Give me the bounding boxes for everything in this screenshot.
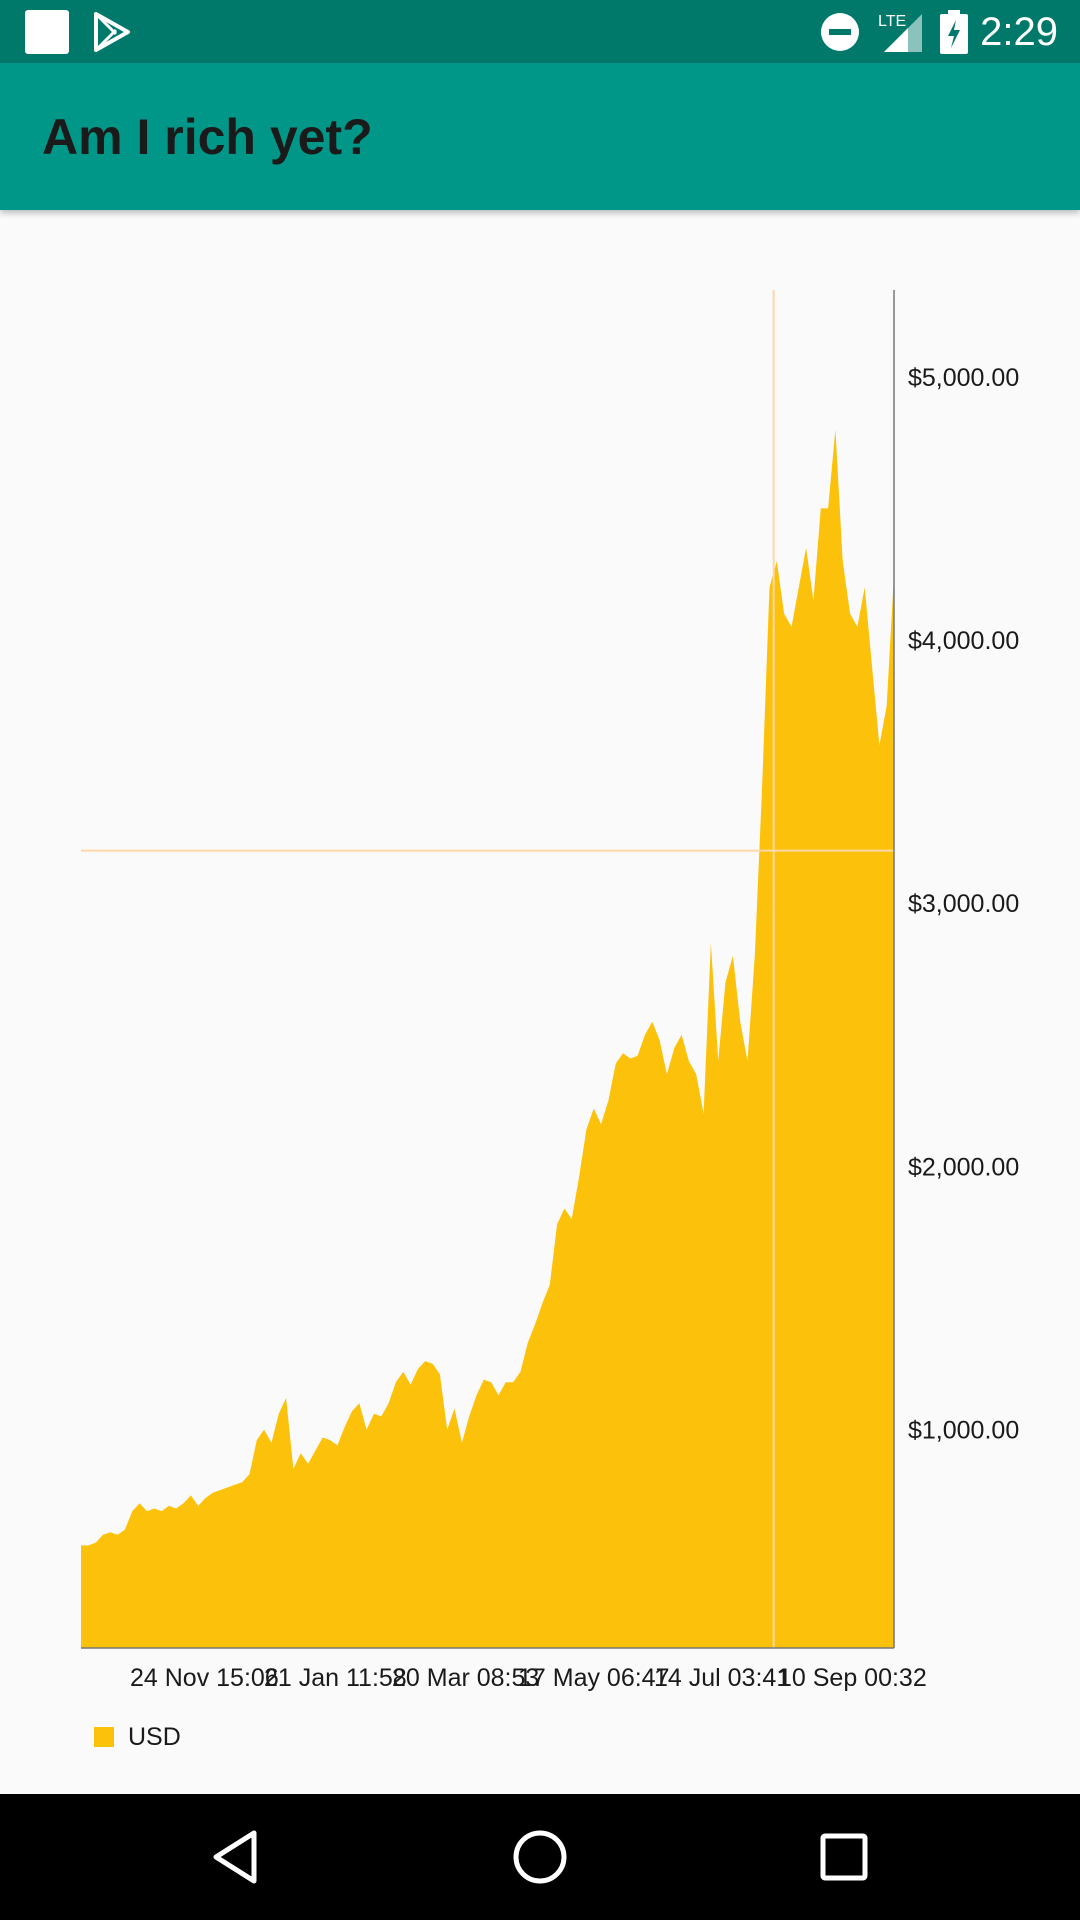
legend-swatch bbox=[94, 1727, 114, 1747]
legend-label: USD bbox=[128, 1723, 181, 1751]
x-tick-label: 14 Jul 03:41 bbox=[654, 1664, 790, 1692]
status-clock: 2:29 bbox=[980, 10, 1058, 54]
legend: USD bbox=[94, 1723, 181, 1751]
status-bar: LTE 2:29 bbox=[0, 0, 1080, 63]
app-bar: Am I rich yet? bbox=[0, 63, 1080, 210]
y-tick-label: $1,000.00 bbox=[908, 1417, 1019, 1445]
y-tick-label: $4,000.00 bbox=[908, 627, 1019, 655]
back-icon[interactable] bbox=[208, 1827, 268, 1887]
play-store-icon bbox=[94, 12, 130, 52]
lte-signal-icon: LTE bbox=[878, 13, 922, 52]
battery-charging-icon bbox=[940, 10, 968, 54]
app-title: Am I rich yet? bbox=[42, 109, 373, 165]
chart-svg[interactable]: $1,000.00 $2,000.00 $3,000.00 $4,000.00 $5,0… bbox=[0, 210, 1080, 1794]
app-notification-icon bbox=[25, 10, 69, 54]
y-tick-label: $2,000.00 bbox=[908, 1153, 1019, 1181]
y-tick-label: $5,000.00 bbox=[908, 364, 1019, 392]
x-tick-label: 17 May 06:47 bbox=[518, 1664, 670, 1692]
navigation-bar bbox=[0, 1794, 1080, 1920]
x-tick-label: 10 Sep 00:32 bbox=[778, 1664, 927, 1692]
x-tick-label: 21 Jan 11:58 bbox=[264, 1664, 407, 1692]
do-not-disturb-icon bbox=[821, 13, 859, 51]
home-icon[interactable] bbox=[510, 1827, 570, 1887]
lte-label: LTE bbox=[878, 13, 906, 30]
x-tick-label: 24 Nov 15:06 bbox=[130, 1664, 279, 1692]
y-tick-labels: $1,000.00 $2,000.00 $3,000.00 $4,000.00 $5,0… bbox=[908, 364, 1019, 1445]
x-tick-label: 20 Mar 08:53 bbox=[392, 1664, 539, 1692]
y-tick-label: $3,000.00 bbox=[908, 890, 1019, 918]
price-chart[interactable]: $1,000.00 $2,000.00 $3,000.00 $4,000.00 $5,0… bbox=[0, 210, 1080, 1794]
area-series-usd[interactable] bbox=[81, 429, 894, 1649]
recents-icon[interactable] bbox=[814, 1827, 874, 1887]
